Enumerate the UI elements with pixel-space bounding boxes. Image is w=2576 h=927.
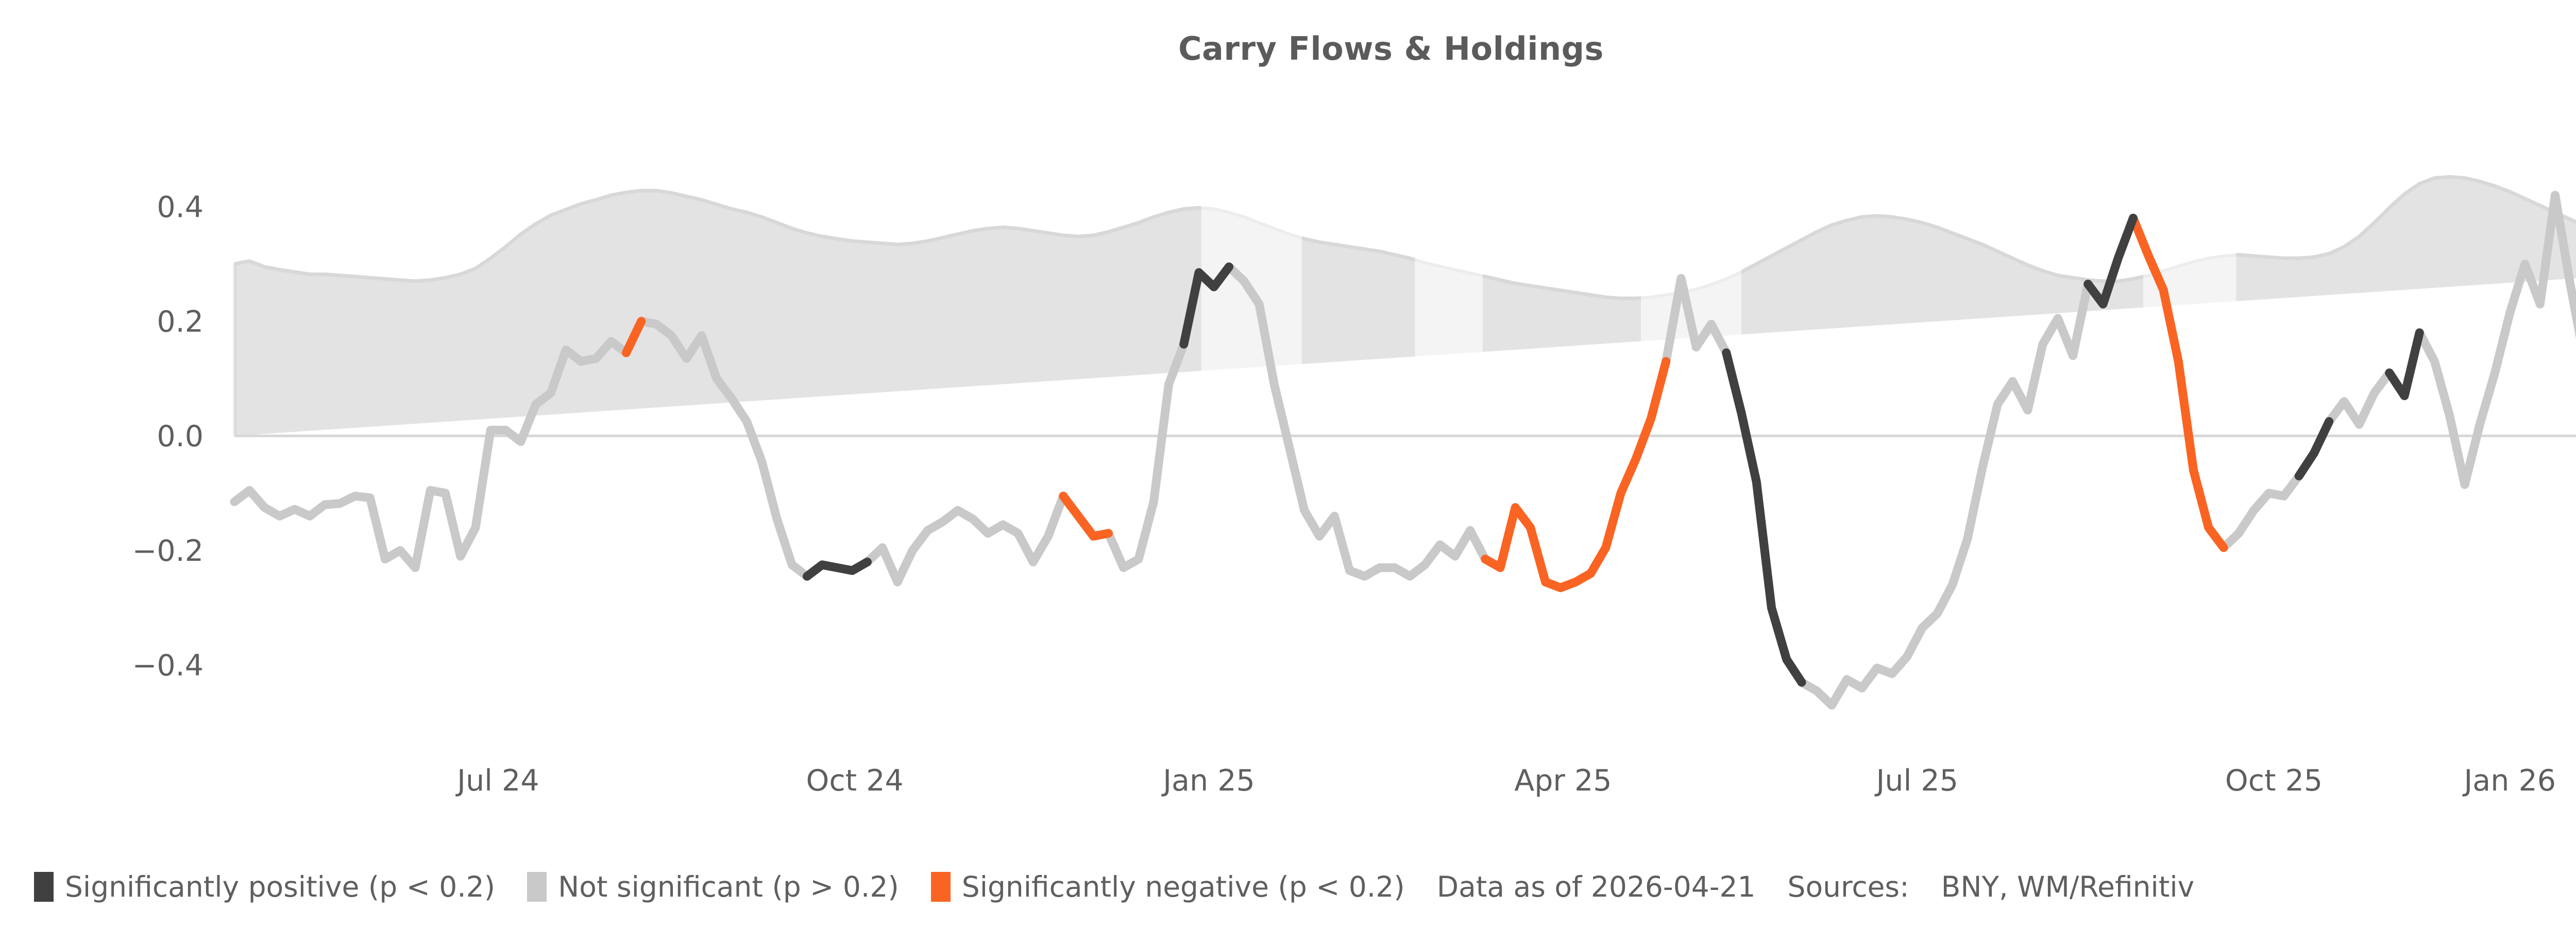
holdings-area-path-strong (234, 188, 1201, 436)
holdings-area-path-strong (1482, 274, 1641, 352)
flow-segment-negative (1059, 491, 1113, 541)
flow-segment-positive (2385, 328, 2424, 400)
y-tick-label: 0.2 (157, 305, 204, 339)
holdings-area-path-strong (1301, 236, 1415, 364)
sources-label: Sources: (1787, 870, 1909, 903)
y-tick-label: −0.2 (132, 534, 204, 568)
x-tick-label: Jan 25 (1161, 764, 1255, 798)
sources-value: BNY, WM/Refinitiv (1941, 870, 2195, 903)
carry-flow-line-significant-positive (803, 214, 2424, 687)
x-tick-label: Oct 25 (2225, 764, 2323, 798)
legend-item-significantly-negative[interactable]: Significantly negative (p < 0.2) (930, 870, 1405, 903)
y-tick-label: 0.0 (157, 419, 204, 453)
data-as-of-note: Data as of 2026-04-21 (1436, 870, 1756, 903)
x-tick-label: Jan 26 (2462, 764, 2556, 798)
y-tick-label: 0.4 (157, 190, 204, 224)
x-tick-label: Apr 25 (1514, 764, 1612, 798)
legend-swatch-negative-icon (930, 872, 951, 902)
flow-segment-positive (1179, 262, 1233, 349)
holdings-area-path-strong (2236, 175, 2576, 301)
carry-flow-line-not-significant (230, 191, 2576, 710)
x-tick-label: Jul 24 (455, 764, 539, 798)
flow-segment-positive (2294, 417, 2334, 480)
x-tick-label: Jul 25 (1875, 764, 1958, 798)
legend-label-significantly-negative: Significantly negative (p < 0.2) (961, 870, 1405, 903)
chart-legend: Significantly positive (p < 0.2) Not sig… (34, 866, 2226, 907)
holdings-area-path-strong (1741, 214, 2143, 335)
y-tick-label: −0.4 (132, 648, 204, 682)
legend-item-significantly-positive[interactable]: Significantly positive (p < 0.2) (34, 872, 495, 902)
x-axis-ticks: Jul 24 Oct 24 Jan 25 Apr 25 Jul 25 Oct 25 Jan … (455, 764, 2556, 798)
flow-line-base (230, 191, 2576, 710)
page-title: Carry Flows & Holdings (1178, 30, 1604, 67)
y-axis-ticks: 0.4 0.2 0.0 −0.2 −0.4 (132, 190, 204, 682)
flow-segment-negative (622, 317, 646, 357)
carry-flow-line-significant-negative (622, 214, 2228, 592)
flow-segment-positive (1722, 348, 1806, 687)
flow-segment-negative (1481, 357, 1671, 592)
legend-label-significantly-positive: Significantly positive (p < 0.2) (65, 870, 496, 903)
legend-label-not-significant: Not significant (p > 0.2) (558, 870, 899, 903)
legend-swatch-not-significant-icon (527, 872, 547, 902)
flow-segment-negative (2129, 214, 2228, 552)
legend-item-not-significant[interactable]: Not significant (p > 0.2) (527, 872, 899, 902)
legend-swatch-positive-icon (34, 872, 54, 902)
x-tick-label: Oct 24 (806, 764, 904, 798)
holdings-area-significant (234, 175, 2576, 436)
flow-segment-positive (2083, 214, 2138, 308)
flow-segment-positive (803, 557, 872, 581)
